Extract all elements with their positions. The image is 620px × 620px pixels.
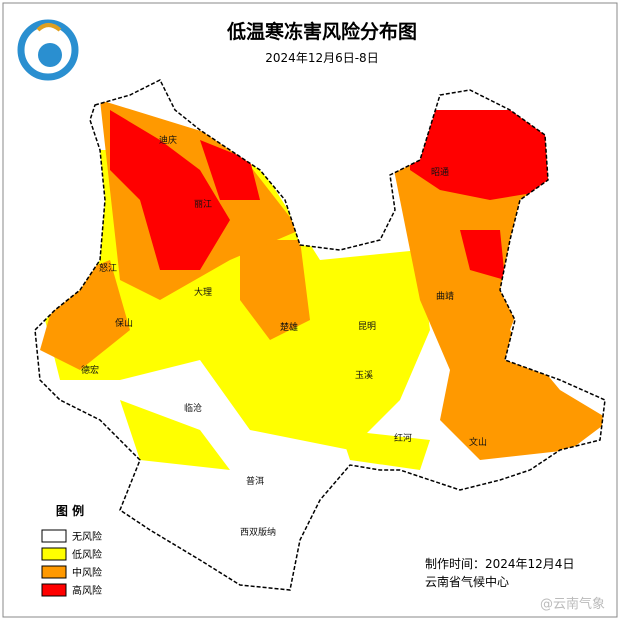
legend-label: 高风险 (72, 584, 102, 597)
logo (17, 19, 79, 81)
legend-label: 中风险 (72, 566, 102, 579)
city-label: 昆明 (358, 321, 376, 332)
city-label: 文山 (469, 436, 487, 448)
legend-swatch (41, 565, 67, 579)
subtitle: 2024年12月6日-8日 (265, 51, 378, 65)
watermark: @云南气象 (540, 596, 605, 612)
city-label: 丽江 (194, 199, 212, 210)
legend-swatch (41, 583, 67, 597)
city-label: 迪庆 (159, 134, 177, 146)
legend-label: 无风险 (72, 530, 102, 543)
title: 低温寒冻害风险分布图 (226, 20, 417, 43)
city-label: 昭通 (431, 167, 449, 178)
city-label: 怒江 (99, 262, 117, 274)
city-label: 玉溪 (355, 369, 373, 381)
city-label: 红河 (394, 432, 412, 444)
city-label: 大理 (194, 286, 212, 298)
legend-swatch (41, 547, 67, 561)
city-label: 曲靖 (436, 290, 454, 302)
city-label: 保山 (115, 317, 133, 329)
legend-label: 低风险 (72, 548, 102, 561)
legend-swatch (41, 529, 67, 543)
city-label: 德宏 (81, 364, 99, 376)
city-label: 西双版纳 (240, 526, 276, 538)
city-label: 楚雄 (280, 321, 298, 333)
city-label: 普洱 (246, 475, 264, 487)
made-date: 制作时间：2024年12月4日 (425, 557, 574, 571)
legend-title: 图 例 (56, 503, 84, 518)
organization: 云南省气候中心 (425, 574, 509, 589)
city-label: 临沧 (184, 402, 202, 414)
